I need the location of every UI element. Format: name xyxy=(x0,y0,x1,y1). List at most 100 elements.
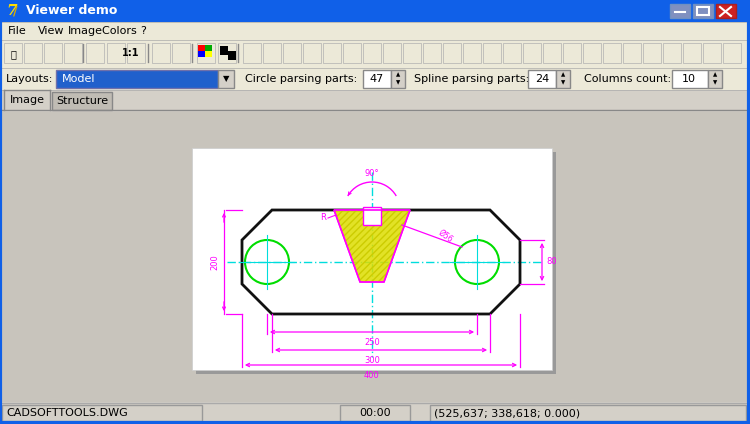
Bar xyxy=(64,43,82,63)
Bar xyxy=(663,43,681,63)
Bar xyxy=(463,43,481,63)
Bar xyxy=(205,45,212,51)
Bar xyxy=(283,43,301,63)
Bar xyxy=(303,43,321,63)
Bar xyxy=(0,15,750,16)
Bar xyxy=(218,43,236,63)
Bar xyxy=(220,46,228,55)
Text: File: File xyxy=(8,26,27,36)
Bar xyxy=(0,0,750,22)
Text: ▼: ▼ xyxy=(396,81,400,86)
Text: Circle parsing parts:: Circle parsing parts: xyxy=(245,74,357,84)
Bar xyxy=(4,43,22,63)
Bar xyxy=(528,70,556,88)
Bar xyxy=(363,43,381,63)
Bar xyxy=(723,43,741,63)
Text: Layouts:: Layouts: xyxy=(6,74,53,84)
Bar xyxy=(127,43,145,63)
Text: Spline parsing parts:: Spline parsing parts: xyxy=(414,74,530,84)
Text: ▼: ▼ xyxy=(223,75,230,84)
Bar xyxy=(0,9,750,10)
Text: (525,637; 338,618; 0.000): (525,637; 338,618; 0.000) xyxy=(434,408,580,418)
Polygon shape xyxy=(334,210,410,282)
Bar xyxy=(0,10,750,11)
Text: ▼: ▼ xyxy=(712,81,717,86)
Text: Viewer demo: Viewer demo xyxy=(26,5,117,17)
Bar xyxy=(4,90,50,110)
Bar xyxy=(0,7,750,8)
Bar xyxy=(0,21,750,22)
Text: ▲: ▲ xyxy=(396,73,400,78)
Bar xyxy=(0,17,750,18)
Text: CADSOFTTOOLS.DWG: CADSOFTTOOLS.DWG xyxy=(6,408,128,418)
Bar xyxy=(0,68,750,90)
Text: 1:1: 1:1 xyxy=(122,48,140,58)
Bar xyxy=(44,43,62,63)
Text: /: / xyxy=(13,5,18,17)
Bar xyxy=(56,70,218,88)
Text: 24: 24 xyxy=(535,74,549,84)
Bar xyxy=(0,14,750,15)
Bar xyxy=(197,43,215,63)
Text: ▼: ▼ xyxy=(561,81,566,86)
Bar xyxy=(0,5,750,6)
Bar xyxy=(670,4,690,18)
Bar xyxy=(693,4,713,18)
Bar xyxy=(430,405,746,421)
Bar xyxy=(697,7,709,15)
Text: Image: Image xyxy=(10,95,44,105)
Bar xyxy=(263,43,281,63)
Text: ▲: ▲ xyxy=(712,73,717,78)
Bar xyxy=(603,43,621,63)
Bar xyxy=(0,2,750,3)
Bar xyxy=(0,0,750,1)
Bar xyxy=(563,43,581,63)
Text: View: View xyxy=(38,26,64,36)
Text: 250: 250 xyxy=(364,338,380,347)
Bar xyxy=(172,43,190,63)
Bar xyxy=(0,1,750,2)
Bar xyxy=(343,43,361,63)
Text: 00:00: 00:00 xyxy=(359,408,391,418)
Text: ?: ? xyxy=(140,26,146,36)
Bar xyxy=(0,16,750,17)
Text: Ø56: Ø56 xyxy=(437,228,455,244)
Bar xyxy=(643,43,661,63)
Text: R: R xyxy=(320,214,326,223)
Text: ImageColors: ImageColors xyxy=(68,26,138,36)
Text: 10: 10 xyxy=(682,74,696,84)
Bar xyxy=(218,70,234,88)
Bar xyxy=(583,43,601,63)
Bar xyxy=(0,18,750,19)
Text: 300: 300 xyxy=(364,356,380,365)
Bar xyxy=(403,43,421,63)
Bar xyxy=(24,43,42,63)
Bar xyxy=(2,405,202,421)
Bar xyxy=(86,43,104,63)
Bar xyxy=(716,4,736,18)
Text: 400: 400 xyxy=(364,371,380,380)
Bar xyxy=(198,51,205,57)
Bar xyxy=(0,12,750,13)
Text: ▲: ▲ xyxy=(561,73,566,78)
Bar xyxy=(0,40,750,68)
Bar xyxy=(363,70,391,88)
Bar xyxy=(503,43,521,63)
Text: Structure: Structure xyxy=(56,96,108,106)
Bar xyxy=(672,70,708,88)
Bar xyxy=(205,51,212,57)
Bar xyxy=(198,45,205,51)
Bar xyxy=(0,4,750,5)
Text: Model: Model xyxy=(62,74,95,84)
Bar xyxy=(443,43,461,63)
Bar xyxy=(556,70,570,88)
Bar xyxy=(523,43,541,63)
Bar xyxy=(0,403,750,424)
Bar xyxy=(0,6,750,7)
Bar xyxy=(0,90,750,112)
Bar xyxy=(228,51,236,60)
Bar xyxy=(703,43,721,63)
Bar xyxy=(383,43,401,63)
Bar xyxy=(243,43,261,63)
Text: 47: 47 xyxy=(370,74,384,84)
